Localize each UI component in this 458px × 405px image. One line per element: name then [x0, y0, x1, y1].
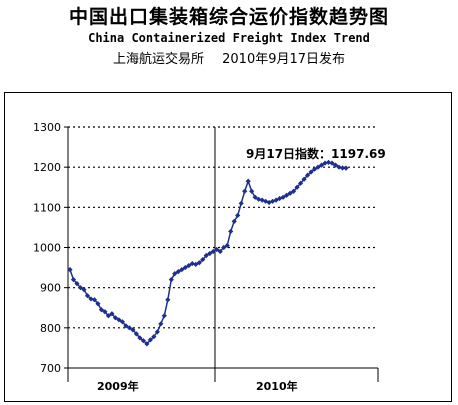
release-date: 2010年9月17日发布 [222, 52, 346, 67]
data-point [287, 190, 293, 196]
data-point [91, 297, 98, 303]
data-point [105, 313, 112, 319]
data-point [147, 337, 153, 343]
data-point [290, 188, 297, 194]
data-point [203, 252, 209, 259]
data-point [259, 197, 265, 203]
data-point [297, 180, 304, 186]
data-point [116, 317, 122, 323]
data-point [238, 200, 244, 206]
data-point [172, 271, 178, 277]
y-tick-label: 1200 [33, 161, 61, 174]
year-label-2009: 2009年 [97, 379, 139, 393]
chart-title: 中国出口集装箱综合运价指数趋势图 [68, 6, 389, 28]
data-point [189, 260, 195, 267]
data-point [168, 277, 174, 283]
data-point [109, 311, 115, 317]
data-point [137, 335, 143, 341]
data-point [140, 338, 146, 344]
axis-layer: 700 800 900 1000 1100 1200 1300 [33, 121, 379, 382]
data-point [88, 296, 94, 302]
data-point [165, 297, 171, 303]
data-point [119, 319, 126, 325]
publisher: 上海航运交易所 [112, 52, 204, 67]
data-point [284, 192, 290, 198]
y-tick-label: 900 [40, 282, 61, 295]
data-point [207, 250, 213, 257]
data-point [112, 315, 119, 321]
data-point [217, 248, 223, 255]
data-point [245, 178, 251, 184]
data-point [249, 188, 255, 194]
data-point [126, 325, 132, 331]
data-point [196, 260, 202, 266]
y-tick-label: 1300 [33, 121, 61, 134]
data-point [315, 164, 321, 170]
data-point [95, 301, 101, 307]
data-point [144, 341, 150, 347]
data-point [154, 329, 160, 335]
data-point [123, 323, 129, 329]
data-point [311, 166, 318, 172]
data-point [322, 160, 328, 166]
data-point [339, 165, 346, 171]
data-point [318, 162, 325, 168]
y-tick-label: 800 [40, 322, 61, 335]
data-point [256, 196, 262, 202]
data-point [252, 194, 258, 200]
data-point [102, 309, 108, 315]
y-tick-label: 700 [40, 362, 61, 375]
y-tick-label: 1100 [33, 201, 61, 214]
data-point [332, 162, 339, 168]
data-point [130, 327, 136, 333]
chart-frame [4, 92, 452, 402]
data-point [84, 293, 91, 299]
data-point [301, 176, 307, 182]
data-point [277, 195, 283, 202]
data-point [304, 172, 311, 178]
data-point [81, 287, 87, 293]
data-point [294, 184, 300, 190]
data-point [67, 266, 73, 273]
series-layer [67, 159, 349, 347]
data-point [228, 228, 234, 235]
y-tick-label: 1000 [33, 242, 61, 255]
data-point [270, 198, 276, 204]
data-point [343, 165, 349, 171]
data-point [242, 188, 248, 194]
chart-subtitle: China Containerized Freight Index Trend [88, 31, 370, 45]
data-point [280, 194, 286, 200]
data-point [77, 285, 84, 291]
data-point [74, 281, 80, 287]
data-point [235, 212, 241, 218]
data-point [200, 256, 206, 263]
data-point [308, 169, 314, 175]
data-point [231, 218, 237, 224]
latest-index-annotation: 9月17日指数：1197.69 [246, 146, 386, 161]
source-line: 上海航运交易所 2010年9月17日发布 [0, 48, 458, 67]
data-point [325, 159, 332, 165]
data-point [336, 164, 342, 170]
data-point [214, 246, 220, 253]
data-point [70, 277, 77, 283]
data-point [221, 244, 227, 251]
data-point [210, 248, 216, 255]
data-point [151, 334, 157, 340]
data-point [224, 242, 230, 249]
data-point [179, 266, 185, 273]
data-point [133, 331, 139, 337]
data-point [98, 307, 105, 313]
data-point [329, 160, 335, 166]
year-label-2010: 2010年 [256, 379, 298, 393]
data-point [186, 262, 192, 269]
data-point [175, 269, 181, 275]
data-point [161, 313, 167, 319]
data-point [182, 264, 188, 271]
data-point [158, 321, 164, 327]
